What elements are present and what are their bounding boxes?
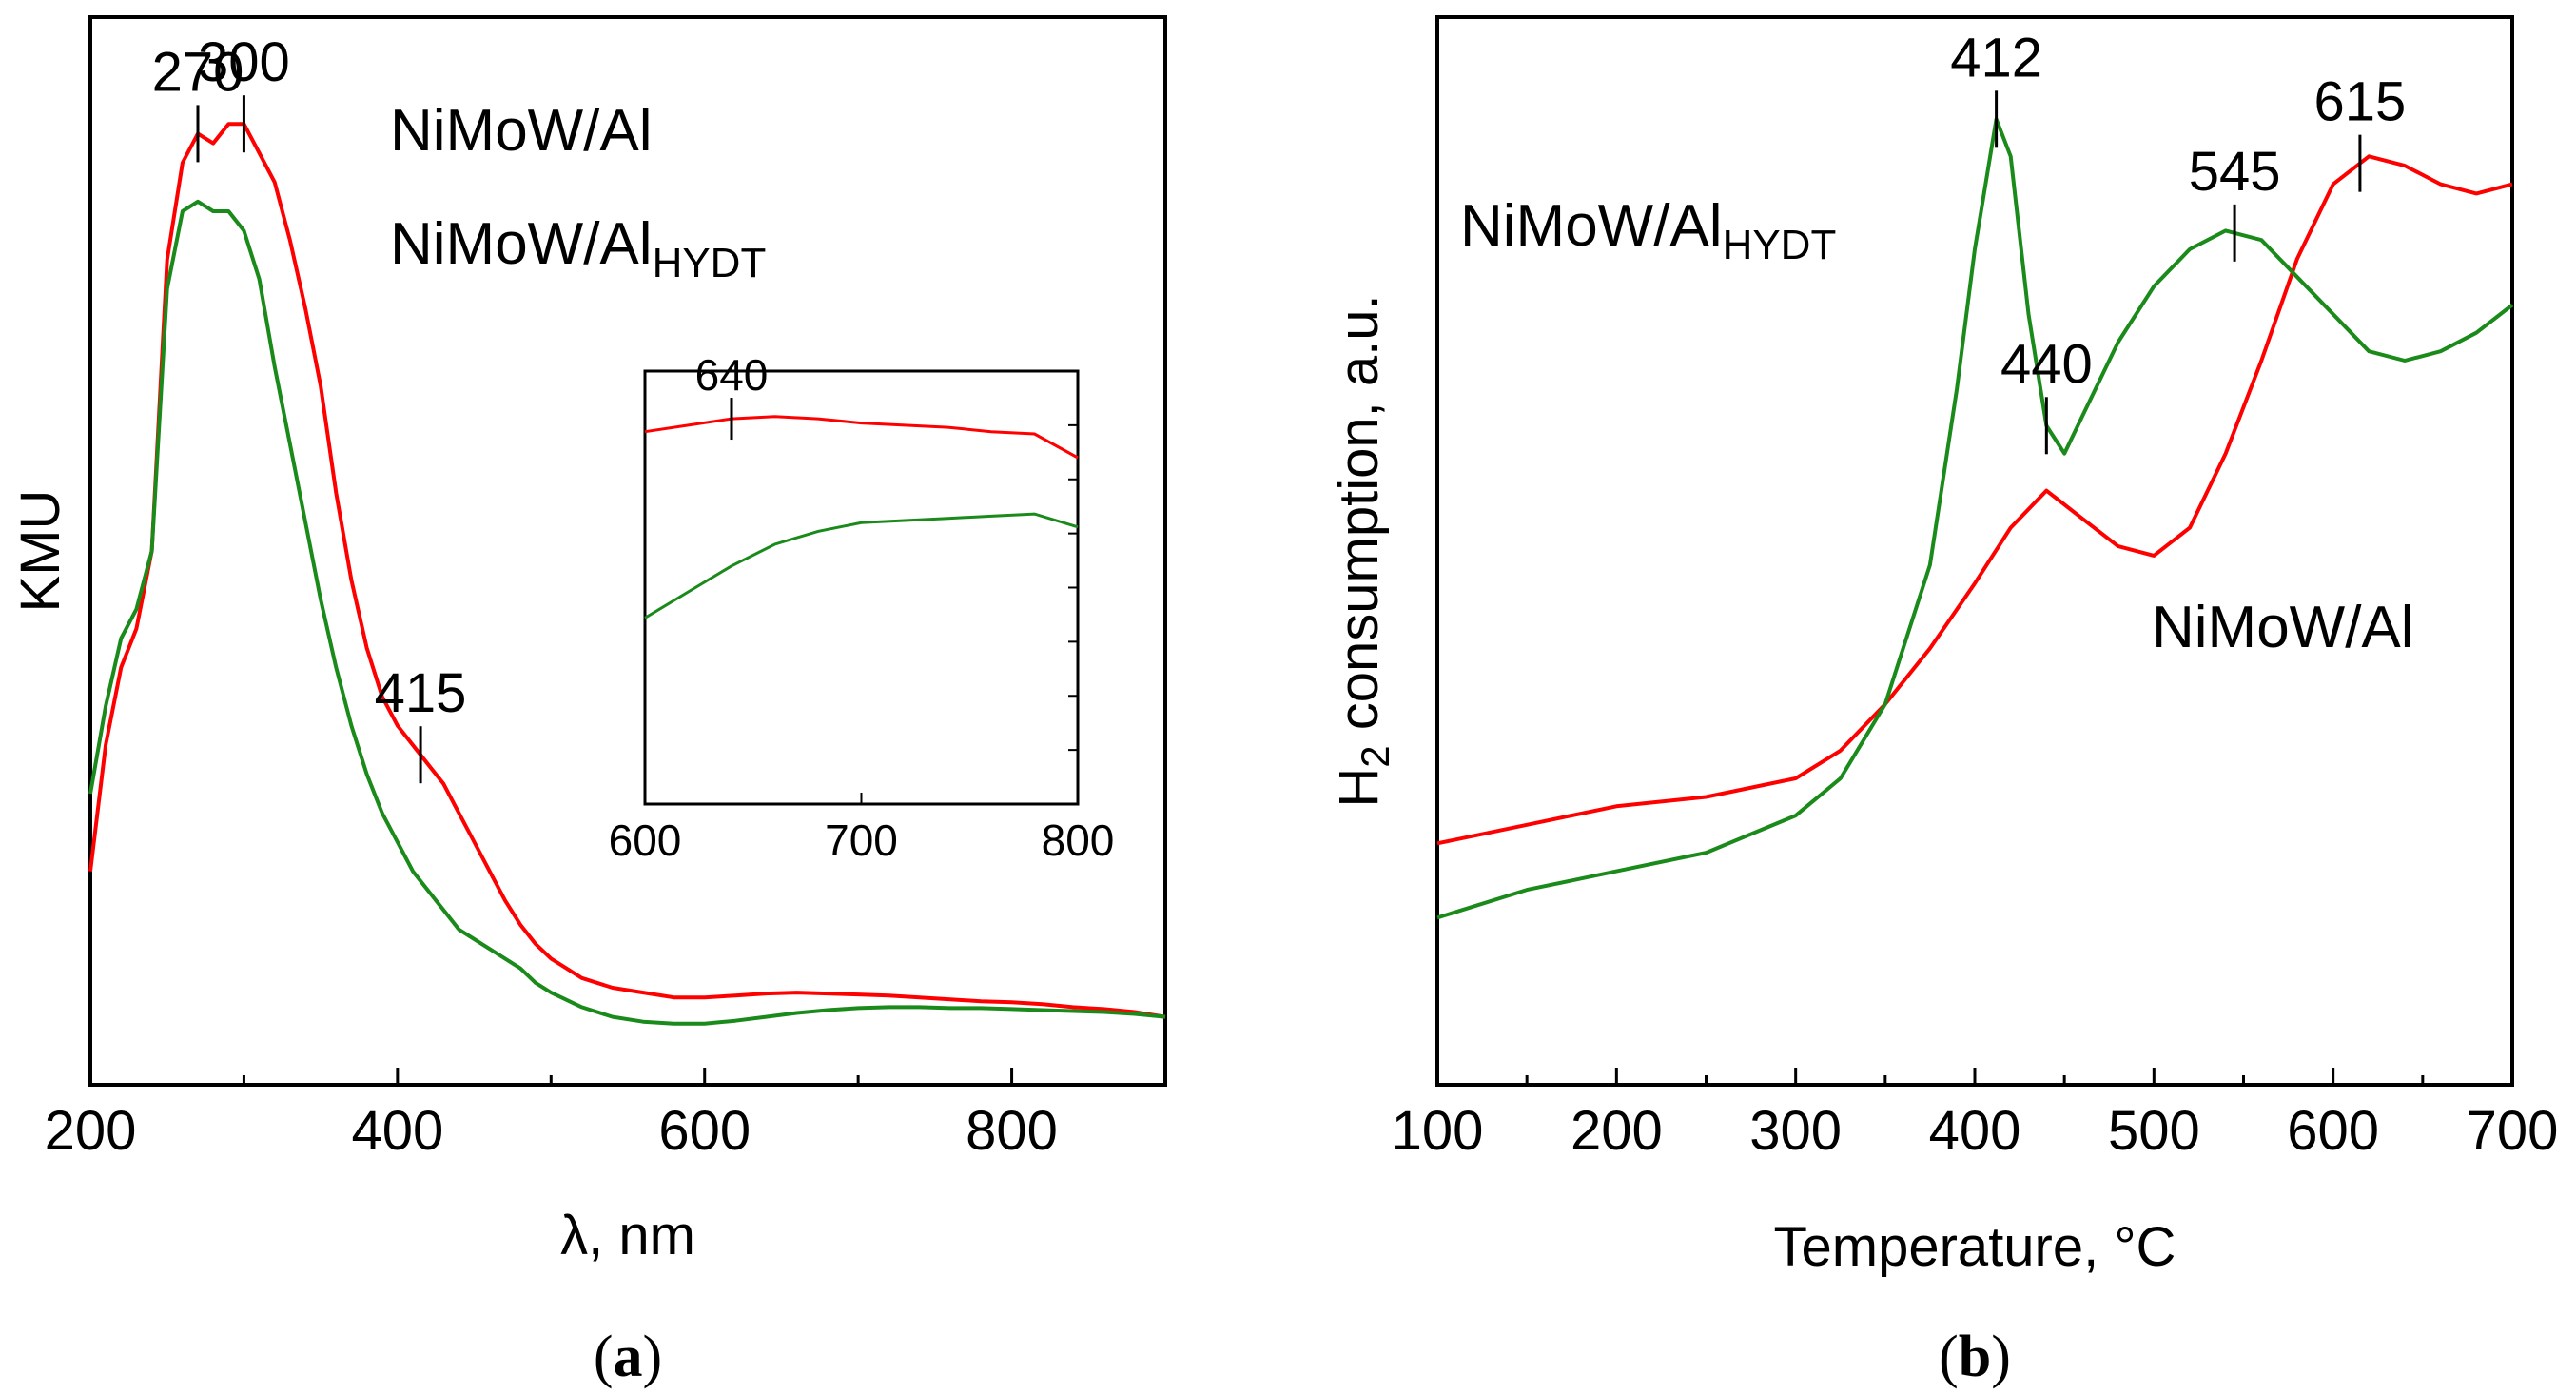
inset-x-tick-label: 800 — [1042, 815, 1115, 865]
plot-area-a — [88, 15, 1167, 1087]
x-tick-label: 200 — [45, 1100, 137, 1162]
legend-a-nimow-al-hydt: NiMoW/AlHYDT — [390, 211, 766, 286]
series-line-nimow-al — [88, 122, 1166, 1019]
annotations-b: 412 440 545 615 — [1950, 27, 2407, 455]
legend-a-hydt-main: NiMoW/Al — [390, 211, 653, 277]
inset-a: 600 700 800 640 — [609, 350, 1115, 865]
x-tick-label: 100 — [1392, 1100, 1484, 1162]
series-line-nimow-al — [1436, 154, 2513, 846]
caption-b: (b) — [1939, 1325, 2011, 1389]
legend-a-hydt-sub: HYDT — [653, 240, 767, 286]
x-tick-label: 500 — [2108, 1100, 2200, 1162]
x-tick-label: 700 — [2467, 1100, 2559, 1162]
y-axis-label-a: KMU — [10, 490, 71, 613]
caption-a: (a) — [594, 1325, 662, 1389]
series-line-nimow-al-hydt — [1436, 117, 2514, 920]
x-ticks-a: 200 400 600 800 — [45, 1068, 1058, 1162]
caption-b-letter: b — [1959, 1325, 1991, 1389]
panel-b: 100 200 300 400 500 600 700 412 440 545 615 NiMoW… — [1328, 15, 2559, 1389]
annotation-label: 270 — [152, 41, 244, 103]
inset-line-nimow-al — [644, 415, 1079, 460]
x-tick-label: 600 — [2287, 1100, 2379, 1162]
inset-frame — [643, 369, 1080, 806]
inset-x-tick-label: 700 — [825, 815, 898, 865]
legend-a-nimow-al: NiMoW/Al — [390, 98, 653, 164]
series-line-nimow-al-hydt — [88, 199, 1166, 1026]
annotation-label: 545 — [2189, 141, 2281, 203]
annotation-label: 440 — [2000, 333, 2093, 395]
x-tick-label: 800 — [966, 1100, 1058, 1162]
x-tick-label: 400 — [351, 1100, 443, 1162]
x-tick-label: 600 — [658, 1100, 751, 1162]
inset-line-nimow-al-hydt — [644, 512, 1079, 619]
inset-annotation-label: 640 — [695, 350, 769, 400]
caption-a-letter: a — [614, 1325, 643, 1389]
series-lines-b — [1436, 117, 2514, 920]
plot-area-b — [1435, 15, 2514, 1087]
annotation-label: 300 — [198, 31, 290, 93]
x-tick-label: 200 — [1571, 1100, 1663, 1162]
legend-b-nimow-al: NiMoW/Al — [2152, 595, 2414, 660]
y-axis-label-b-main: H — [1328, 768, 1390, 808]
x-tick-label: 300 — [1749, 1100, 1842, 1162]
y-axis-label-b-rest: consumption, a.u. — [1328, 294, 1390, 745]
inset-lines — [644, 415, 1079, 619]
inset-ticks: 600 700 800 — [609, 423, 1115, 865]
legend-b-hydt-main: NiMoW/Al — [1460, 193, 1723, 259]
annotation-label: 415 — [375, 662, 467, 724]
x-ticks-b: 100 200 300 400 500 600 700 — [1392, 1068, 2559, 1162]
legend-b-hydt-sub: HYDT — [1723, 222, 1837, 268]
annotation-label: 615 — [2314, 71, 2407, 133]
annotation-label: 412 — [1950, 27, 2042, 88]
inset-x-tick-label: 600 — [609, 815, 682, 865]
x-axis-label-a: λ, nm — [560, 1205, 695, 1267]
x-axis-label-b: Temperature, °C — [1774, 1216, 2176, 1278]
series-lines-a — [88, 122, 1166, 1026]
x-tick-label: 400 — [1929, 1100, 2021, 1162]
y-axis-label-b: H2 consumption, a.u. — [1328, 294, 1397, 807]
y-axis-label-b-sub: 2 — [1353, 745, 1397, 767]
legend-b-nimow-al-hydt: NiMoW/AlHYDT — [1460, 193, 1836, 268]
inset-annotation: 640 — [695, 350, 769, 441]
